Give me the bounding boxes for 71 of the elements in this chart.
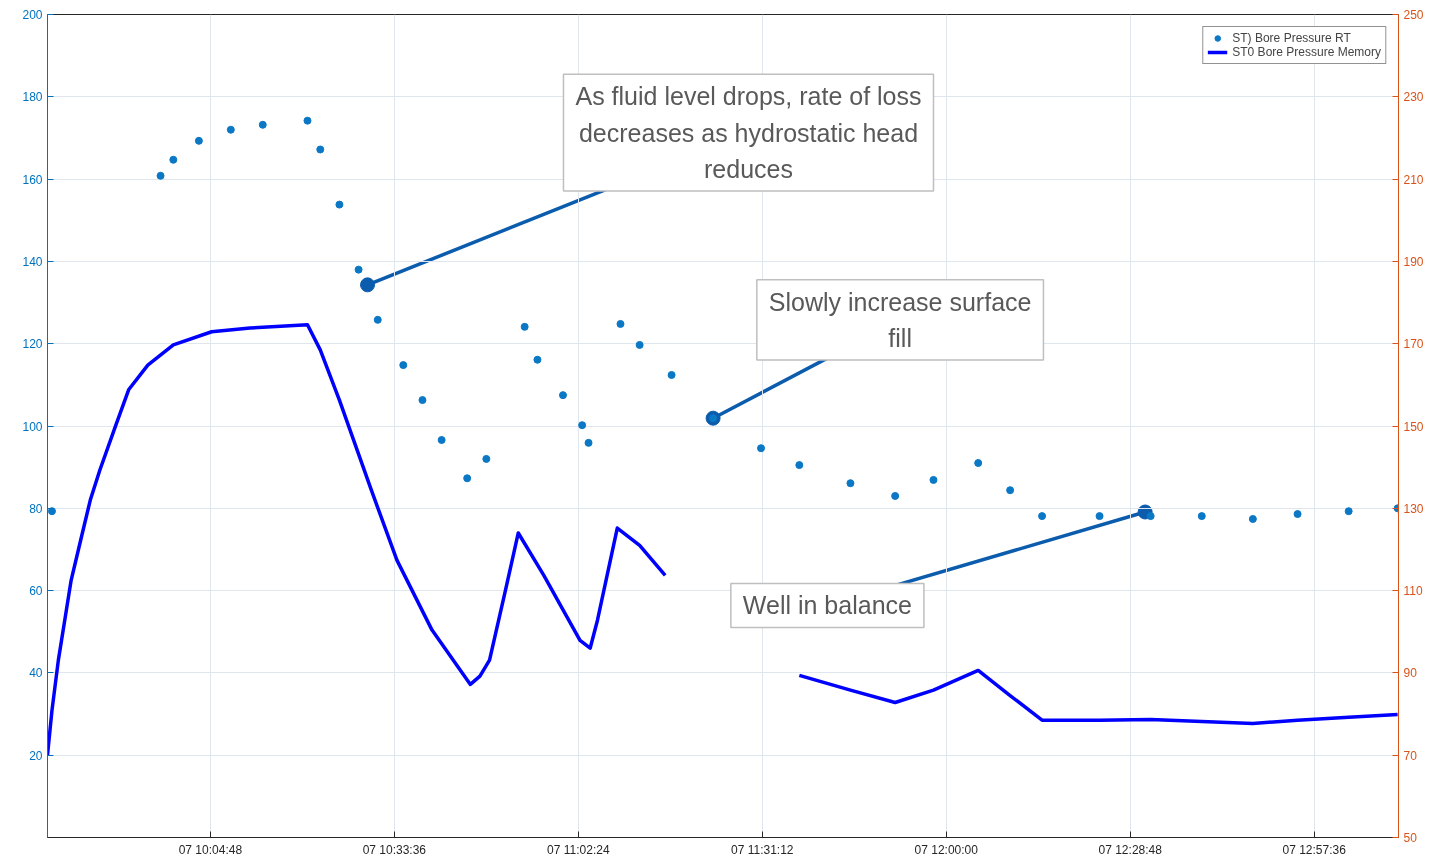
point — [891, 491, 900, 500]
point — [1146, 512, 1155, 521]
point — [1293, 510, 1302, 519]
point — [226, 125, 235, 134]
y2-tick-label: 230 — [1403, 90, 1424, 105]
y2-tick-label: 170 — [1403, 337, 1424, 352]
y2-tick-label: 90 — [1403, 666, 1418, 681]
point — [437, 436, 446, 444]
point — [533, 355, 542, 364]
y-tick-label: 160 — [22, 172, 43, 187]
point — [846, 479, 855, 488]
y2-tick-label: 110 — [1403, 584, 1423, 599]
annotation: Well in balance — [742, 591, 912, 620]
y-tick-label: 140 — [22, 254, 43, 269]
point — [1344, 507, 1353, 516]
point — [616, 319, 625, 328]
x-tick-label: 07 10:33:36 — [362, 842, 427, 857]
point — [335, 200, 344, 209]
y2-tick-label: 50 — [1403, 831, 1418, 845]
point — [47, 507, 56, 516]
y2-tick-label: 210 — [1403, 172, 1424, 187]
point — [418, 396, 427, 405]
y-tick-label: 200 — [22, 8, 43, 22]
point — [795, 461, 804, 470]
y-tick-label: 20 — [29, 748, 43, 763]
y-tick-label: 180 — [22, 90, 43, 105]
y2-tick-label: 70 — [1403, 748, 1418, 763]
point — [354, 265, 363, 274]
x-tick-label: 07 12:00:00 — [914, 842, 979, 857]
x-tick-label: 07 12:28:48 — [1098, 842, 1163, 857]
x-tick-label: 07 10:04:48 — [178, 842, 243, 857]
x-tick-label: 07 12:57:36 — [1282, 842, 1347, 857]
point — [929, 475, 938, 484]
y2-tick-label: 150 — [1403, 419, 1424, 434]
y-tick-label: 60 — [29, 584, 43, 599]
point — [463, 474, 472, 483]
point — [156, 171, 165, 180]
point — [667, 370, 676, 379]
point — [558, 391, 567, 400]
point — [258, 120, 267, 129]
point — [482, 454, 491, 463]
point — [520, 322, 529, 331]
legend-label: ST0 Bore Pressure Memory — [1232, 45, 1381, 59]
y-tick-label: 40 — [29, 666, 43, 681]
point — [1006, 486, 1015, 495]
point — [757, 444, 766, 453]
y2-tick-label: 190 — [1403, 254, 1424, 269]
point — [1248, 515, 1257, 523]
y2-tick-label: 250 — [1403, 8, 1424, 22]
annotation: As fluid level drops, rate of loss decreases as hydrostatic head reduces — [575, 82, 922, 183]
x-tick-label: 07 11:31:12 — [731, 842, 794, 857]
y-tick-label: 120 — [22, 337, 43, 352]
point — [316, 145, 325, 154]
annotation: Slowly increase surface fill — [768, 287, 1032, 353]
point — [1038, 512, 1047, 521]
point — [578, 421, 587, 430]
y-tick-label: 100 — [22, 419, 43, 434]
point — [303, 116, 312, 125]
point — [635, 340, 644, 349]
point — [169, 155, 178, 164]
legend-label: ST) Bore Pressure RT — [1232, 31, 1351, 45]
y-tick-label: 80 — [29, 501, 43, 516]
point — [974, 459, 983, 468]
point — [1095, 512, 1104, 521]
y2-tick-label: 130 — [1403, 501, 1424, 516]
point — [373, 315, 382, 324]
point — [399, 361, 408, 370]
x-tick-label: 07 11:02:24 — [547, 842, 610, 857]
point — [1197, 512, 1206, 521]
point — [194, 136, 203, 145]
point — [584, 438, 593, 447]
